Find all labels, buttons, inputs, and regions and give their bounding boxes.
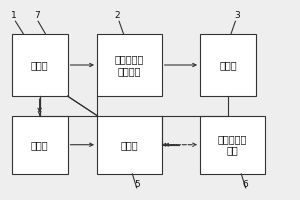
Text: 多相偲化氧
化反应器: 多相偲化氧 化反应器 (115, 54, 144, 76)
Text: 二沉池: 二沉池 (121, 140, 138, 150)
Bar (200, 116, 265, 174)
Text: 缺氧池: 缺氧池 (31, 140, 48, 150)
Text: 吸附树脂固
定器: 吸附树脂固 定器 (218, 134, 247, 156)
Text: 3: 3 (234, 11, 240, 20)
Text: 5: 5 (134, 180, 140, 189)
Bar (200, 34, 256, 96)
Text: 调节池: 调节池 (31, 60, 48, 70)
Bar (12, 34, 68, 96)
Text: 2: 2 (115, 11, 120, 20)
Bar (12, 116, 68, 174)
Bar (97, 34, 162, 96)
Text: 初沉池: 初沉池 (219, 60, 237, 70)
Text: 7: 7 (34, 11, 40, 20)
Bar (97, 116, 162, 174)
Text: 1: 1 (11, 11, 17, 20)
Text: 6: 6 (243, 180, 249, 189)
